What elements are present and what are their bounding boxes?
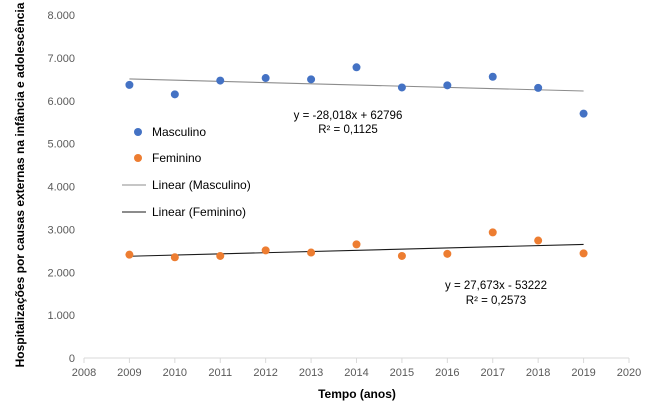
point-masculino-2015 xyxy=(397,83,406,92)
point-feminino-2011 xyxy=(216,251,225,260)
y-tick-label: 3.000 xyxy=(47,224,75,236)
legend-marker-feminino xyxy=(134,154,142,162)
x-tick-label: 2020 xyxy=(617,367,641,379)
y-tick-label: 7.000 xyxy=(47,53,75,65)
legend-label-linear-feminino: Linear (Feminino) xyxy=(152,205,246,219)
x-tick-label: 2018 xyxy=(526,367,550,379)
point-masculino-2019 xyxy=(579,109,588,118)
point-feminino-2019 xyxy=(579,249,588,258)
x-tick-label: 2009 xyxy=(117,367,141,379)
axes: 2008 2009 2010 2011 2012 2013 2014 2015 2016 2017… xyxy=(47,10,641,379)
data-points xyxy=(125,63,588,262)
x-tick-label: 2012 xyxy=(253,367,277,379)
point-masculino-2011 xyxy=(216,76,225,85)
point-feminino-2012 xyxy=(261,246,270,255)
r2-feminino: R² = 0,2573 xyxy=(466,295,526,307)
point-feminino-2018 xyxy=(534,236,543,245)
x-tick-label: 2016 xyxy=(435,367,459,379)
r2-masculino: R² = 0,1125 xyxy=(318,124,378,136)
x-tick-label: 2010 xyxy=(163,367,187,379)
y-tick-label: 4.000 xyxy=(47,182,75,194)
trendline-feminino xyxy=(129,243,584,257)
trendline-equations: y = -28,018x + 62796 R² = 0,1125 y = 27,… xyxy=(294,110,547,307)
y-tick-label: 2.000 xyxy=(47,267,75,279)
point-feminino-2009 xyxy=(125,250,134,259)
y-tick-label: 1.000 xyxy=(47,310,75,322)
y-axis-title: Hospitalizações por causas externas na i… xyxy=(13,2,27,367)
point-feminino-2015 xyxy=(397,251,406,260)
y-axis-ticks: 0 1.000 2.000 3.000 4.000 5.000 6.000 7.000 8.00… xyxy=(47,10,75,365)
point-masculino-2017 xyxy=(488,72,497,81)
point-feminino-2013 xyxy=(307,248,316,257)
legend: Masculino Feminino Linear (Masculino) Li… xyxy=(122,125,251,219)
x-axis-ticks: 2008 2009 2010 2011 2012 2013 2014 2015 2016 2017… xyxy=(72,358,641,379)
trendlines xyxy=(129,78,584,257)
x-tick-label: 2019 xyxy=(571,367,595,379)
point-feminino-2014 xyxy=(352,240,361,249)
point-masculino-2016 xyxy=(443,81,452,90)
point-masculino-2013 xyxy=(307,75,316,84)
point-masculino-2010 xyxy=(170,90,179,99)
y-tick-label: 6.000 xyxy=(47,96,75,108)
point-masculino-2009 xyxy=(125,80,134,89)
y-tick-label: 5.000 xyxy=(47,139,75,151)
legend-label-masculino: Masculino xyxy=(152,125,206,139)
legend-label-feminino: Feminino xyxy=(152,151,202,165)
y-tick-label: 8.000 xyxy=(47,10,75,22)
point-feminino-2016 xyxy=(443,249,452,258)
legend-label-linear-masculino: Linear (Masculino) xyxy=(152,178,251,192)
x-tick-label: 2014 xyxy=(344,367,368,379)
x-tick-label: 2017 xyxy=(481,367,505,379)
point-masculino-2012 xyxy=(261,74,270,83)
x-tick-label: 2015 xyxy=(390,367,414,379)
equation-masculino: y = -28,018x + 62796 xyxy=(294,110,403,122)
equation-feminino: y = 27,673x - 53222 xyxy=(445,280,547,292)
point-masculino-2014 xyxy=(352,63,361,72)
point-masculino-2018 xyxy=(534,83,543,92)
y-tick-label: 0 xyxy=(69,353,75,365)
x-tick-label: 2008 xyxy=(72,367,96,379)
trendline-masculino xyxy=(129,78,584,92)
x-axis-title: Tempo (anos) xyxy=(318,387,396,401)
point-feminino-2017 xyxy=(488,228,497,237)
x-tick-label: 2011 xyxy=(208,367,232,379)
x-tick-label: 2013 xyxy=(299,367,323,379)
point-feminino-2010 xyxy=(170,253,179,262)
legend-marker-masculino xyxy=(134,128,142,136)
